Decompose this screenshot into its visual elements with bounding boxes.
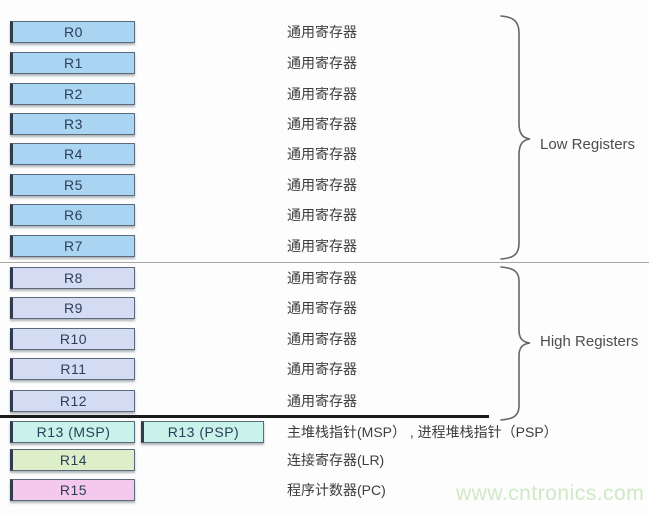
register-box-r15: R15 bbox=[10, 479, 135, 501]
register-row-r1: R1 通用寄存器 bbox=[0, 52, 649, 74]
register-row-r8: R8 通用寄存器 bbox=[0, 267, 649, 289]
register-row-r2: R2 通用寄存器 bbox=[0, 83, 649, 105]
register-box-r11: R11 bbox=[10, 358, 135, 380]
register-desc-r7: 通用寄存器 bbox=[287, 238, 357, 254]
register-desc-r5: 通用寄存器 bbox=[287, 177, 357, 193]
register-desc-r4: 通用寄存器 bbox=[287, 146, 357, 162]
register-box-r4: R4 bbox=[10, 143, 135, 165]
register-desc-r2: 通用寄存器 bbox=[287, 86, 357, 102]
register-box-r3: R3 bbox=[10, 113, 135, 135]
register-box-r13-msp: R13 (MSP) bbox=[10, 421, 135, 443]
r12-r13-separator-line bbox=[0, 415, 489, 418]
register-row-r10: R10 通用寄存器 bbox=[0, 328, 649, 350]
low-registers-brace bbox=[500, 15, 531, 260]
register-desc-r14: 连接寄存器(LR) bbox=[287, 452, 385, 468]
low-registers-label: Low Registers bbox=[540, 136, 636, 153]
register-box-r1: R1 bbox=[10, 52, 135, 74]
register-desc-r15: 程序计数器(PC) bbox=[287, 482, 386, 498]
register-row-r4: R4 通用寄存器 bbox=[0, 143, 649, 165]
register-row-r9: R9 通用寄存器 bbox=[0, 297, 649, 319]
register-box-r5: R5 bbox=[10, 174, 135, 196]
register-box-r6: R6 bbox=[10, 204, 135, 226]
register-row-r13: R13 (MSP) R13 (PSP) 主堆栈指针(MSP） , 进程堆栈指针（… bbox=[0, 421, 649, 443]
register-desc-r8: 通用寄存器 bbox=[287, 270, 357, 286]
register-row-r14: R14 连接寄存器(LR) bbox=[0, 449, 649, 471]
register-row-r11: R11 通用寄存器 bbox=[0, 358, 649, 380]
register-box-r10: R10 bbox=[10, 328, 135, 350]
register-box-r13-psp: R13 (PSP) bbox=[141, 421, 264, 443]
register-box-r7: R7 bbox=[10, 235, 135, 257]
register-desc-r12: 通用寄存器 bbox=[287, 393, 357, 409]
register-desc-r13: 主堆栈指针(MSP） , 进程堆栈指针（PSP） bbox=[287, 424, 558, 440]
register-row-r5: R5 通用寄存器 bbox=[0, 174, 649, 196]
register-desc-r1: 通用寄存器 bbox=[287, 55, 357, 71]
register-row-r0: R0 通用寄存器 bbox=[0, 21, 649, 43]
register-box-r8: R8 bbox=[10, 267, 135, 289]
watermark-text: www.cntronics.com bbox=[456, 482, 645, 505]
register-box-r14: R14 bbox=[10, 449, 135, 471]
register-row-r6: R6 通用寄存器 bbox=[0, 204, 649, 226]
register-box-r2: R2 bbox=[10, 83, 135, 105]
register-row-r12: R12 通用寄存器 bbox=[0, 390, 649, 412]
register-desc-r9: 通用寄存器 bbox=[287, 300, 357, 316]
high-registers-brace bbox=[500, 266, 531, 421]
register-box-r12: R12 bbox=[10, 390, 135, 412]
register-desc-r10: 通用寄存器 bbox=[287, 331, 357, 347]
register-desc-r3: 通用寄存器 bbox=[287, 116, 357, 132]
low-high-divider-line bbox=[0, 262, 649, 263]
register-desc-r11: 通用寄存器 bbox=[287, 361, 357, 377]
register-row-r7: R7 通用寄存器 bbox=[0, 235, 649, 257]
register-row-r15: R15 程序计数器(PC) bbox=[0, 479, 649, 501]
register-desc-r0: 通用寄存器 bbox=[287, 24, 357, 40]
register-desc-r6: 通用寄存器 bbox=[287, 207, 357, 223]
register-box-r9: R9 bbox=[10, 297, 135, 319]
register-row-r3: R3 通用寄存器 bbox=[0, 113, 649, 135]
register-box-r0: R0 bbox=[10, 21, 135, 43]
high-registers-label: High Registers bbox=[540, 333, 639, 350]
